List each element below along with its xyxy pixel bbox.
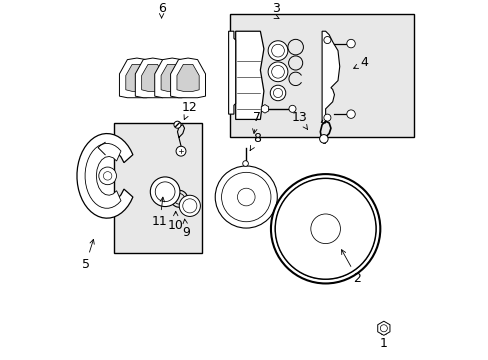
Circle shape <box>323 114 330 121</box>
Polygon shape <box>125 64 148 91</box>
Polygon shape <box>154 58 189 98</box>
Circle shape <box>150 177 180 207</box>
Circle shape <box>346 110 355 118</box>
Text: 5: 5 <box>81 239 94 271</box>
Circle shape <box>270 174 380 283</box>
Circle shape <box>380 325 386 332</box>
Circle shape <box>267 41 287 60</box>
Text: 10: 10 <box>167 211 183 232</box>
Polygon shape <box>77 134 133 218</box>
Text: 8: 8 <box>249 132 260 150</box>
Circle shape <box>310 214 340 244</box>
Text: 12: 12 <box>182 100 197 120</box>
Circle shape <box>353 225 360 232</box>
Circle shape <box>258 210 263 215</box>
Polygon shape <box>177 64 199 91</box>
Text: 3: 3 <box>272 2 280 15</box>
Circle shape <box>315 219 335 239</box>
Circle shape <box>319 135 327 143</box>
Text: 13: 13 <box>291 111 307 129</box>
Circle shape <box>155 182 175 202</box>
Text: 2: 2 <box>341 250 361 285</box>
Circle shape <box>267 62 287 82</box>
Circle shape <box>273 88 282 98</box>
Circle shape <box>271 66 284 78</box>
Circle shape <box>215 166 277 228</box>
Bar <box>230 14 413 137</box>
Circle shape <box>184 201 195 211</box>
Circle shape <box>331 256 338 262</box>
Circle shape <box>228 180 233 185</box>
Circle shape <box>174 121 181 128</box>
Circle shape <box>296 244 303 251</box>
Text: 7: 7 <box>252 111 260 134</box>
Circle shape <box>305 208 346 249</box>
Circle shape <box>271 44 284 57</box>
Polygon shape <box>235 31 264 120</box>
Text: 9: 9 <box>182 219 190 239</box>
Circle shape <box>221 172 270 222</box>
Circle shape <box>288 105 295 112</box>
Polygon shape <box>142 64 163 91</box>
Circle shape <box>346 39 355 48</box>
Polygon shape <box>161 64 183 91</box>
Polygon shape <box>228 31 235 114</box>
Text: 11: 11 <box>152 197 167 228</box>
Text: 6: 6 <box>157 2 165 15</box>
Circle shape <box>275 178 375 279</box>
Polygon shape <box>119 58 154 98</box>
Circle shape <box>176 146 185 156</box>
Circle shape <box>242 161 248 166</box>
Circle shape <box>258 180 263 185</box>
Circle shape <box>103 172 112 180</box>
Circle shape <box>228 210 233 215</box>
Circle shape <box>331 195 338 202</box>
Bar <box>114 123 202 253</box>
Circle shape <box>275 178 375 279</box>
Circle shape <box>99 167 116 185</box>
Text: 1: 1 <box>379 330 387 350</box>
Circle shape <box>237 188 255 206</box>
Circle shape <box>296 207 303 213</box>
Circle shape <box>183 199 197 213</box>
Text: 4: 4 <box>353 57 367 69</box>
Circle shape <box>323 36 330 44</box>
Polygon shape <box>322 31 339 123</box>
Polygon shape <box>85 144 121 208</box>
Circle shape <box>179 195 200 216</box>
Circle shape <box>270 85 285 101</box>
Polygon shape <box>135 58 170 98</box>
Polygon shape <box>170 58 205 98</box>
Circle shape <box>232 183 260 211</box>
